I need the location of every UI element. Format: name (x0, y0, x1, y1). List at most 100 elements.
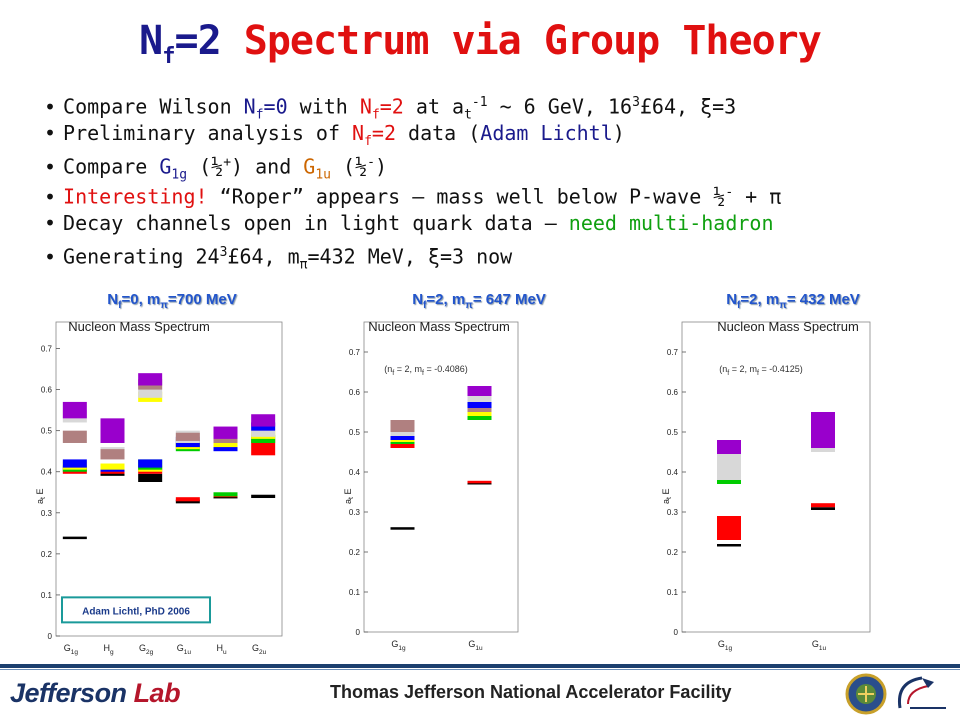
y-axis-label: at E (661, 489, 673, 504)
y-tick-label: 0.4 (41, 468, 53, 477)
xtick-base: G (391, 639, 398, 649)
bullet-text-segment: + π (733, 184, 782, 209)
bullet-text-segment: π (299, 257, 308, 273)
bullet-text-segment: with (287, 94, 360, 119)
footer-rule (0, 664, 960, 668)
xtick-base: G (718, 639, 725, 649)
energy-level-bar (138, 373, 163, 386)
energy-level-bar (717, 516, 741, 540)
bullet-text-segment: - (367, 155, 375, 170)
ylabel-part: E (343, 489, 353, 498)
bullet-text-segment: - (725, 185, 734, 200)
x-tick-label: Hu (216, 643, 227, 656)
header-part: = 432 MeV (787, 291, 860, 308)
energy-level-bar (717, 452, 741, 480)
bullet-text-segment: Compare Wilson (63, 94, 244, 119)
bullet-text-segment: £64, m (227, 244, 300, 269)
chart-title: Nucleon Mass Spectrum (68, 319, 210, 334)
inset-part: = -0.4086) (424, 364, 468, 374)
chart-nf2-432: Nf=2, mπ= 432 MeV Nucleon Mass Spectrum (n… (648, 286, 914, 666)
chart-nf0-svg: Nf=0, mπ=700 MeV Nucleon Mass Spectrum 0 0.… (35, 291, 283, 656)
y-tick-label: 0.3 (41, 509, 53, 518)
bullet-text-segment: ~ 6 GeV, 16 (487, 94, 633, 119)
inset-part: = -0.4125) (759, 364, 803, 374)
energy-level-bar (62, 459, 87, 468)
energy-level-bar (62, 430, 87, 443)
xtick-base: G (177, 643, 184, 653)
xtick-base: H (103, 643, 110, 653)
header-sub: f (737, 300, 741, 311)
y-tick-label: 0.4 (667, 468, 679, 477)
inset-sub: f (727, 370, 729, 377)
inset-sub: f (422, 370, 424, 377)
xtick-sub: u (223, 649, 227, 656)
bullet-text-segment: t (464, 107, 472, 123)
header-part: N (412, 291, 423, 308)
xtick-sub: 1g (71, 649, 79, 656)
bullet-item: Interesting! “Roper” appears – mass well… (44, 178, 782, 209)
y-tick-label: 0.2 (667, 548, 679, 557)
bullet-text-segment: Decay channels open in light quark data … (63, 211, 569, 235)
bullet-text-segment: f (255, 107, 264, 123)
header-part: N (107, 291, 118, 308)
x-tick-label: Hg (103, 643, 114, 656)
header-part: =2, m (740, 291, 779, 308)
slide-title: Nf=2 Spectrum via Group Theory (0, 18, 960, 69)
bullet-text-segment: (½ (330, 154, 368, 179)
header-sub: π (779, 300, 787, 311)
bullet-text-segment: need multi-hadron (568, 211, 774, 235)
header-part: =2, m (426, 291, 465, 308)
bullet-text-segment: Compare (63, 154, 160, 179)
x-tick-label: G1g (391, 639, 406, 652)
footer-rule-thin (0, 669, 960, 670)
header-sub: f (423, 300, 427, 311)
inset-sub: f (757, 370, 759, 377)
ylabel-part: a (343, 499, 353, 504)
energy-level-bar (467, 480, 492, 484)
energy-level-bar (390, 442, 415, 448)
bullet-text-segment: =0 (263, 94, 288, 119)
x-tick-label: G1g (64, 643, 79, 656)
bullet-text-segment: at a (403, 94, 465, 119)
plot-frame (363, 321, 519, 633)
footer: Jefferson Lab Thomas Jefferson National … (0, 664, 960, 720)
plot-frame (681, 321, 871, 633)
title-nf: Nf=2 (139, 18, 222, 69)
bullet-text-segment: G (303, 154, 316, 179)
bullet-text-segment: 3 (632, 95, 640, 110)
energy-level-bar (467, 402, 492, 408)
bullet-text-segment: ) and (231, 154, 304, 179)
inset-sub: f (392, 370, 394, 377)
footer-emblems (845, 673, 946, 715)
title-nf-eq: =2 (174, 18, 222, 64)
bullet-text-segment: =432 MeV, ξ=3 now (307, 244, 513, 269)
chart-nf2-647: Nf=2, mπ= 647 MeV Nucleon Mass Spectrum (n… (334, 286, 580, 666)
bullet-item: Generating 243£64, mπ=432 MeV, ξ=3 now (44, 238, 781, 273)
y-tick-label: 0.4 (349, 468, 361, 477)
energy-level-bar (100, 449, 125, 460)
jsa-logo-icon (897, 676, 946, 709)
y-tick-label: 0.5 (41, 427, 53, 436)
inset-part: (n (384, 364, 392, 374)
y-tick-label: 0.7 (667, 348, 679, 357)
y-tick-label: 0 (356, 628, 361, 637)
y-tick-label: 0.6 (667, 388, 679, 397)
bullet-item: Preliminary analysis of Nf=2 data (Adam … (44, 118, 781, 149)
ylabel-part: E (661, 489, 671, 498)
y-tick-label: 0.1 (41, 591, 53, 600)
facility-name: Thomas Jefferson National Accelerator Fa… (330, 682, 732, 702)
bullet-text-segment: 3 (219, 245, 228, 260)
energy-level-bar (811, 503, 835, 508)
xtick-sub: 2g (146, 649, 154, 656)
x-tick-label: G2g (139, 643, 154, 656)
bullet-item: Decay channels open in light quark data … (44, 208, 781, 238)
xtick-sub: 1g (725, 645, 733, 652)
chart-header-label: Nf=0, mπ=700 MeV (107, 291, 236, 311)
x-tick-label: G1u (468, 639, 483, 652)
xtick-sub: 1u (184, 649, 192, 656)
energy-level-bar (467, 386, 492, 396)
annotation-box (61, 596, 211, 624)
x-tick-label: G1u (812, 639, 827, 652)
energy-level-bar (100, 418, 125, 443)
